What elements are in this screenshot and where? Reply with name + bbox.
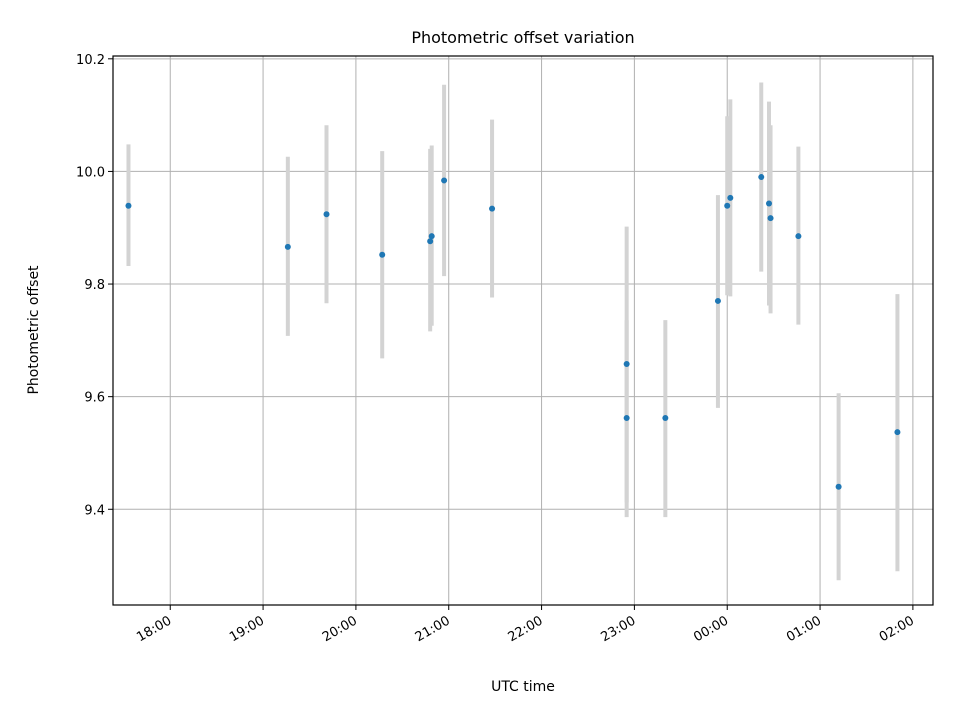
data-point <box>427 238 434 245</box>
y-tick-label: 10.2 <box>76 53 105 68</box>
x-axis-label: UTC time <box>491 679 555 695</box>
data-point <box>489 205 496 212</box>
plot-frame <box>112 55 934 606</box>
data-point <box>623 361 630 368</box>
data-point <box>714 297 721 304</box>
chart-title: Photometric offset variation <box>411 28 634 47</box>
data-point <box>623 415 630 422</box>
data-point <box>835 483 842 490</box>
data-point <box>323 211 330 218</box>
x-tick-label: 20:00 <box>320 613 360 645</box>
data-point <box>379 251 386 258</box>
y-tick-label: 10.0 <box>76 165 105 180</box>
x-tick-label: 22:00 <box>506 613 546 645</box>
y-axis-label: Photometric offset <box>26 265 42 395</box>
data-point <box>284 243 291 250</box>
x-tick-label: 18:00 <box>134 613 174 645</box>
data-point <box>662 415 669 422</box>
data-point <box>724 202 731 209</box>
x-tick-label: 00:00 <box>691 613 731 645</box>
y-tick-label: 9.4 <box>84 503 105 518</box>
x-tick-label: 21:00 <box>413 613 453 645</box>
data-point <box>758 174 765 181</box>
point-layer <box>125 174 901 490</box>
data-point <box>125 202 132 209</box>
x-tick-label: 23:00 <box>598 613 638 645</box>
data-point <box>766 200 772 207</box>
data-point <box>767 215 774 222</box>
x-tick-label: 02:00 <box>877 613 917 645</box>
data-point <box>894 429 901 436</box>
x-tick-label: 01:00 <box>784 613 824 645</box>
x-tick-label: 19:00 <box>227 613 267 645</box>
data-point <box>795 233 802 240</box>
y-tick-label: 9.6 <box>84 391 105 406</box>
y-tick-label: 9.8 <box>84 278 105 293</box>
errorbar-layer <box>126 82 900 581</box>
tick-layer: 18:00 19:00 20:00 21:00 22:00 23:00 00:00 01:00… <box>76 53 917 645</box>
data-point <box>441 177 448 184</box>
grid-layer <box>113 56 933 605</box>
data-point <box>727 194 734 201</box>
data-point <box>428 233 435 240</box>
